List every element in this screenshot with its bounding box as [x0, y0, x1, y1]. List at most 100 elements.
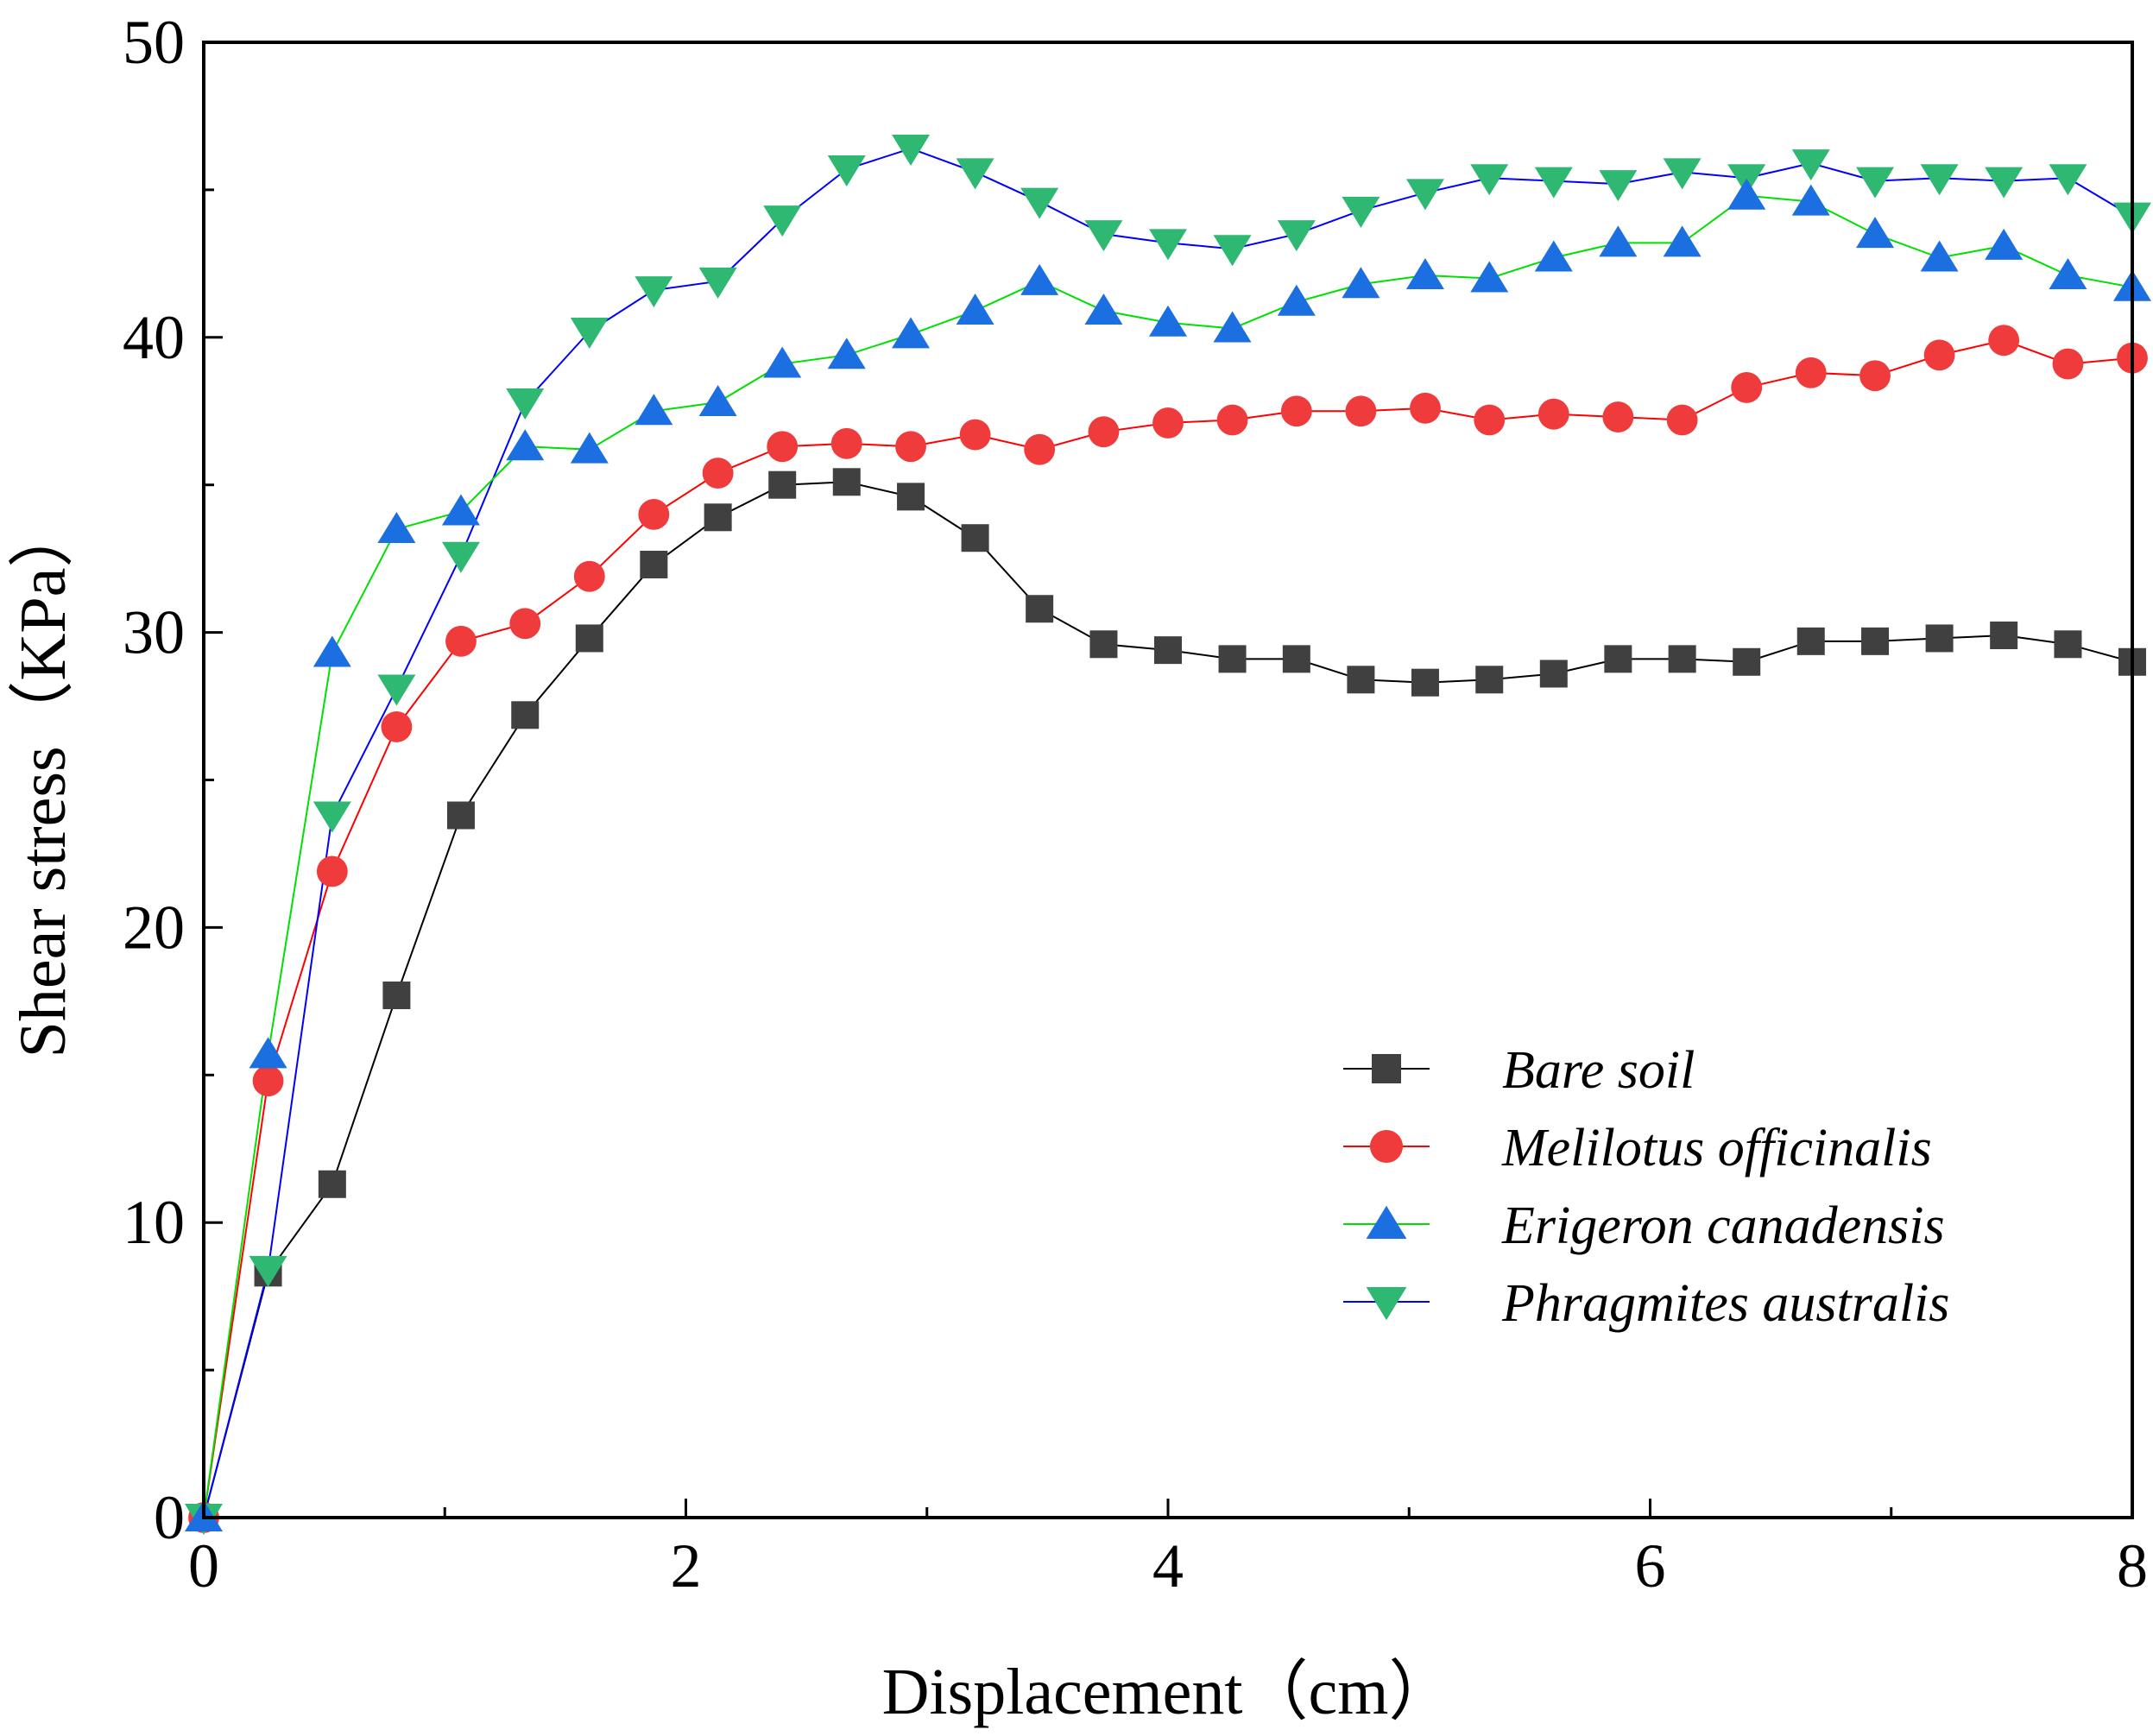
data-point-erigeron-canadensis [1149, 305, 1187, 337]
data-point-erigeron-canadensis [698, 384, 737, 416]
data-point-bare-soil [1861, 627, 1890, 655]
data-point-bare-soil [1925, 624, 1954, 653]
data-point-melilotus-officinalis [895, 431, 926, 463]
legend-item-phragmites-australis: Phragmites australis [1343, 1274, 1949, 1333]
y-tick-label: 40 [123, 303, 185, 372]
data-point-erigeron-canadensis [249, 1037, 287, 1069]
data-point-erigeron-canadensis [1020, 263, 1059, 295]
data-point-bare-soil [1089, 630, 1118, 659]
legend-marker [1369, 1129, 1404, 1164]
data-point-erigeron-canadensis [1791, 184, 1830, 216]
data-point-melilotus-officinalis [1923, 339, 1955, 371]
data-point-phragmites-australis [1020, 187, 1059, 219]
data-point-bare-soil [1604, 645, 1632, 673]
data-point-phragmites-australis [249, 1255, 287, 1287]
data-point-erigeron-canadensis [1084, 294, 1123, 325]
data-point-erigeron-canadensis [1342, 267, 1380, 299]
y-axis: 0 10 20 30 40 50 [123, 8, 223, 1552]
legend-item-bare-soil: Bare soil [1343, 1041, 1695, 1100]
data-point-phragmites-australis [1405, 179, 1444, 211]
series-markers-melilotus-officinalis [188, 325, 2148, 1533]
data-point-bare-soil [382, 982, 411, 1010]
series-markers-phragmites-australis [185, 135, 2151, 1535]
data-point-melilotus-officinalis [445, 625, 477, 657]
data-point-bare-soil [897, 483, 925, 511]
data-point-erigeron-canadensis [1663, 225, 1702, 257]
data-point-phragmites-australis [827, 155, 866, 186]
data-point-melilotus-officinalis [509, 608, 541, 640]
data-point-erigeron-canadensis [313, 635, 351, 667]
data-point-erigeron-canadensis [1727, 178, 1766, 210]
data-point-bare-soil [1026, 595, 1054, 623]
data-point-bare-soil [961, 524, 989, 552]
data-point-bare-soil [1733, 647, 1761, 676]
data-point-erigeron-canadensis [1920, 240, 1959, 272]
data-point-erigeron-canadensis [1599, 225, 1638, 257]
data-point-bare-soil [2054, 630, 2082, 659]
data-point-phragmites-australis [506, 388, 545, 420]
data-point-erigeron-canadensis [2049, 258, 2087, 290]
data-point-erigeron-canadensis [377, 511, 416, 543]
data-point-bare-soil [511, 701, 540, 729]
data-point-melilotus-officinalis [1602, 401, 1634, 433]
data-point-melilotus-officinalis [316, 855, 348, 887]
data-point-melilotus-officinalis [702, 458, 734, 489]
data-point-melilotus-officinalis [767, 431, 799, 463]
data-point-erigeron-canadensis [1985, 228, 2024, 260]
y-tick-label: 10 [123, 1188, 185, 1257]
data-point-phragmites-australis [1791, 149, 1830, 181]
x-tick-label: 8 [2117, 1531, 2148, 1600]
legend-label: Melilotus officinalis [1501, 1119, 1932, 1177]
data-point-phragmites-australis [1856, 167, 1895, 199]
data-point-phragmites-australis [1342, 196, 1380, 228]
data-point-bare-soil [1218, 645, 1247, 673]
data-point-phragmites-australis [698, 267, 737, 299]
data-point-melilotus-officinalis [1152, 407, 1184, 439]
data-point-melilotus-officinalis [830, 427, 862, 459]
data-point-phragmites-australis [1084, 220, 1123, 252]
series-markers-erigeron-canadensis [185, 178, 2151, 1531]
data-point-melilotus-officinalis [1216, 404, 1248, 436]
legend-marker [1366, 1205, 1407, 1239]
data-point-erigeron-canadensis [763, 346, 802, 378]
data-point-phragmites-australis [1663, 158, 1702, 190]
data-point-phragmites-australis [1534, 167, 1573, 199]
data-point-phragmites-australis [1149, 229, 1187, 261]
data-point-bare-soil [1347, 666, 1375, 694]
plot-markers [185, 135, 2151, 1535]
data-point-erigeron-canadensis [827, 338, 866, 369]
data-point-bare-soil [768, 470, 797, 499]
data-point-bare-soil [1411, 668, 1439, 697]
data-point-phragmites-australis [2049, 164, 2087, 196]
data-point-bare-soil [575, 624, 603, 653]
legend-label: Phragmites australis [1501, 1274, 1949, 1333]
y-tick-label: 20 [123, 893, 185, 962]
data-point-bare-soil [1668, 645, 1696, 673]
data-point-erigeron-canadensis [1856, 217, 1895, 249]
data-point-erigeron-canadensis [570, 432, 609, 464]
data-point-melilotus-officinalis [1088, 416, 1120, 448]
data-point-erigeron-canadensis [1213, 311, 1252, 343]
x-tick-label: 2 [671, 1531, 702, 1600]
data-point-phragmites-australis [441, 541, 480, 573]
data-point-phragmites-australis [1277, 220, 1316, 252]
legend-label: Bare soil [1502, 1041, 1695, 1100]
legend-item-melilotus-officinalis: Melilotus officinalis [1343, 1119, 1932, 1177]
data-point-melilotus-officinalis [252, 1065, 284, 1097]
data-point-phragmites-australis [956, 158, 994, 190]
data-point-bare-soil [1475, 666, 1504, 694]
data-point-bare-soil [640, 550, 668, 578]
data-point-phragmites-australis [1985, 167, 2024, 199]
data-point-phragmites-australis [377, 674, 416, 706]
data-point-melilotus-officinalis [381, 711, 413, 742]
data-point-melilotus-officinalis [1345, 395, 1377, 427]
data-point-melilotus-officinalis [1988, 325, 2020, 357]
data-point-erigeron-canadensis [1277, 284, 1316, 316]
data-point-erigeron-canadensis [1470, 261, 1509, 293]
data-point-melilotus-officinalis [1666, 404, 1698, 436]
data-point-bare-soil [446, 801, 475, 830]
data-point-phragmites-australis [763, 205, 802, 237]
data-point-bare-soil [1990, 622, 2018, 650]
